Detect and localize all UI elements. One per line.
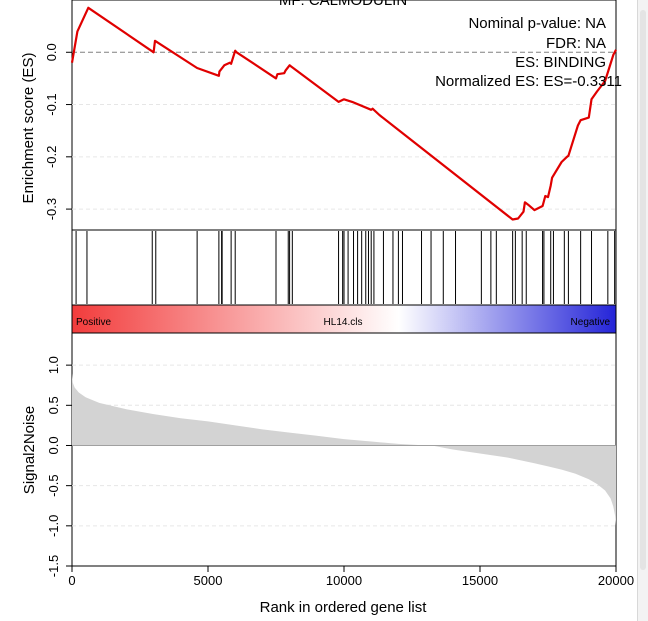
x-tick-label: 10000 <box>326 573 362 588</box>
x-tick-label: 5000 <box>194 573 223 588</box>
s2n-y-tick-label: 0.5 <box>46 396 61 414</box>
s2n-y-tick-label: -1.0 <box>46 515 61 537</box>
x-axis-label: Rank in ordered gene list <box>260 599 428 616</box>
signal2noise-area <box>72 373 616 526</box>
phenotype-gradient-bar <box>71 304 617 334</box>
x-tick-label: 0 <box>68 573 75 588</box>
s2n-y-tick-label: 1.0 <box>46 356 61 374</box>
es-y-tick-label: 0.0 <box>44 43 59 61</box>
nominal-p-value-label: Nominal p-value: NA <box>468 15 606 32</box>
gene-hits-panel <box>71 229 617 306</box>
enrichment-score-panel: 0.0 -0.1 -0.2 -0.3 Enrichment score (ES) No… <box>20 0 622 231</box>
es-plot-frame <box>71 0 617 231</box>
s2n-y-tick-label: 0.0 <box>46 436 61 454</box>
phenotype-gradient-panel: Positive HL14.cls Negative <box>71 304 617 334</box>
vertical-scrollbar[interactable] <box>637 0 648 621</box>
normalized-es-label: Normalized ES: ES=-0.3311 <box>435 73 622 90</box>
es-y-tick-label: -0.3 <box>44 198 59 220</box>
positive-label: Positive <box>76 317 111 328</box>
negative-label: Negative <box>571 317 611 328</box>
s2n-y-tick-label: -1.5 <box>46 555 61 577</box>
chart-title: MF: CALMODULIN <box>279 0 407 9</box>
es-y-tick-label: -0.1 <box>44 93 59 115</box>
x-tick-label: 15000 <box>462 573 498 588</box>
s2n-y-axis-label: Signal2Noise <box>21 406 38 494</box>
fdr-label: FDR: NA <box>546 35 606 52</box>
stats-legend: Nominal p-value: NA FDR: NA ES: BINDING … <box>435 15 622 90</box>
signal2noise-panel: 1.0 0.5 0.0 -0.5 -1.0 -1.5 0 5000 10000 15000 200… <box>21 332 634 616</box>
es-y-axis-label: Enrichment score (ES) <box>20 53 37 204</box>
scrollbar-thumb[interactable] <box>640 10 646 570</box>
s2n-y-tick-label: -0.5 <box>46 474 61 496</box>
es-y-tick-label: -0.2 <box>44 146 59 168</box>
es-type-label: ES: BINDING <box>515 54 606 71</box>
x-tick-label: 20000 <box>598 573 634 588</box>
es-curve-line <box>70 6 617 221</box>
class-file-label: HL14.cls <box>324 317 363 328</box>
